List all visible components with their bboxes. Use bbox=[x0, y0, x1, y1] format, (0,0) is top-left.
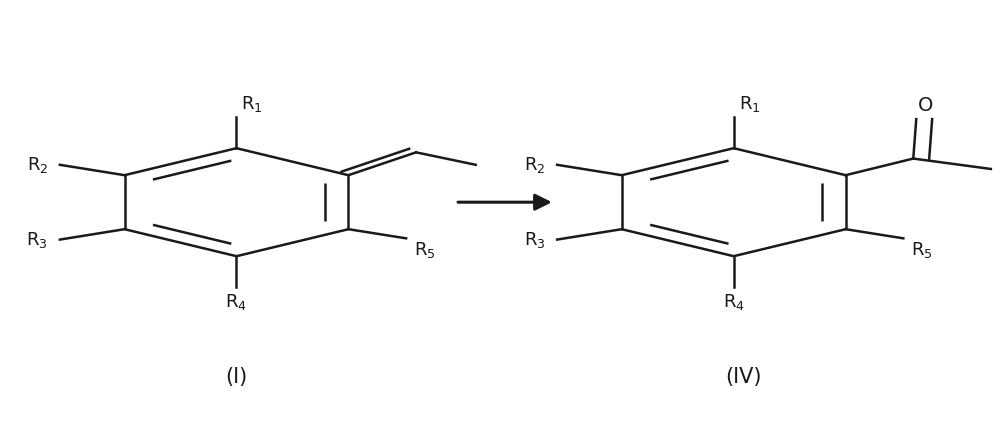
Text: R$_4$: R$_4$ bbox=[723, 291, 745, 312]
Text: R$_4$: R$_4$ bbox=[225, 291, 247, 312]
Text: R$_1$: R$_1$ bbox=[739, 94, 760, 114]
Text: R$_2$: R$_2$ bbox=[524, 155, 545, 175]
Text: R$_3$: R$_3$ bbox=[26, 229, 48, 250]
Text: O: O bbox=[918, 96, 933, 115]
Text: (IV): (IV) bbox=[725, 367, 762, 386]
Text: (I): (I) bbox=[225, 367, 248, 386]
Text: R$_3$: R$_3$ bbox=[524, 229, 545, 250]
Text: R$_2$: R$_2$ bbox=[27, 155, 48, 175]
Text: R$_5$: R$_5$ bbox=[911, 240, 933, 261]
Text: R$_5$: R$_5$ bbox=[414, 240, 436, 261]
Text: R$_1$: R$_1$ bbox=[241, 94, 263, 114]
